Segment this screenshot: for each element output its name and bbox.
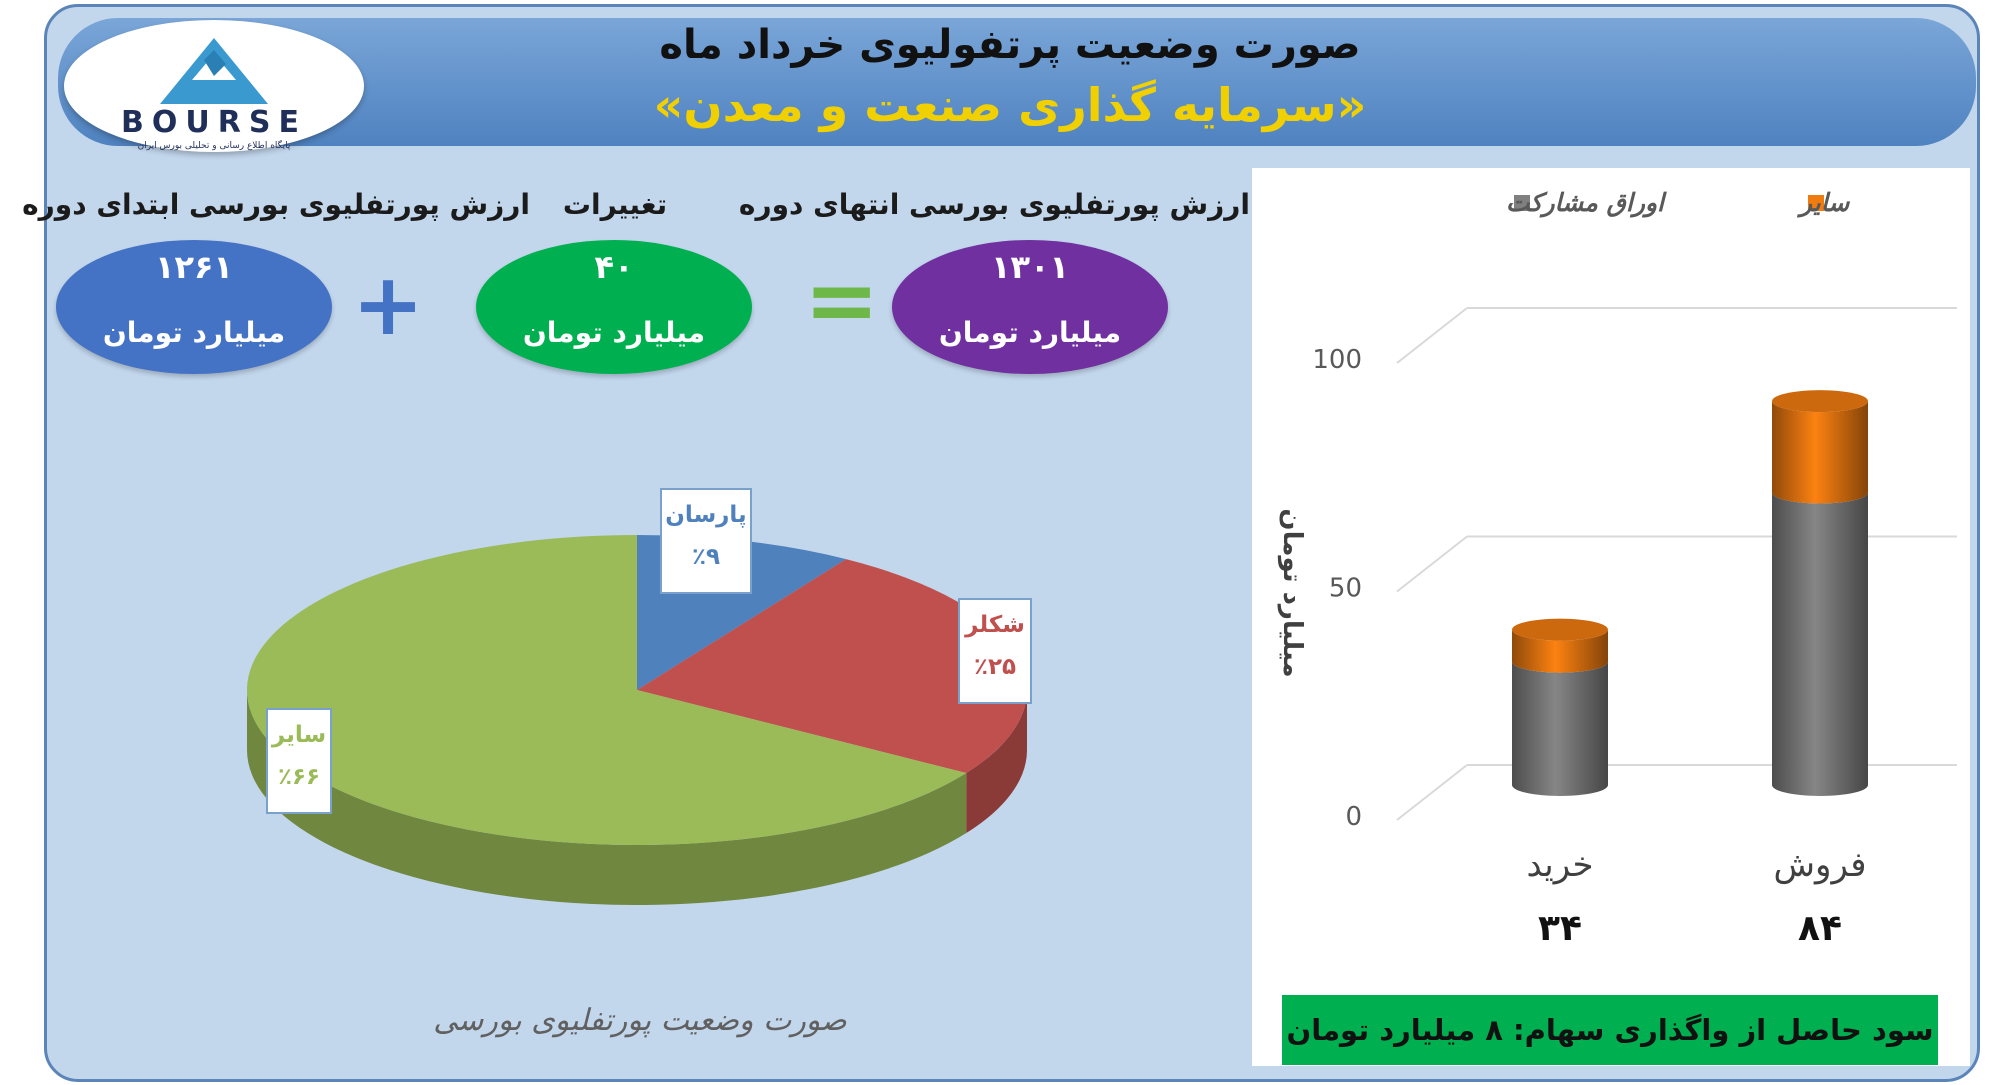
pie-slice [247,535,967,845]
start-value-oval: ۱۲۶۱ میلیارد تومان [56,240,332,374]
plus-sign: + [352,255,425,355]
start-value-label: ارزش پورتفلیوی بورسی ابتدای دوره [22,188,530,221]
gridline-diag [1396,535,1468,593]
end-value: ۱۳۰۱ [990,248,1070,286]
bar-cap [1772,390,1868,413]
bar-segment [1772,492,1868,796]
start-value-unit: میلیارد تومان [102,316,286,349]
x-category-label: فروش [1774,845,1867,885]
bar-segment [1772,401,1868,504]
logo-text: BOURSE [121,105,307,140]
page-title: صورت وضعیت پرتفولیوی خرداد ماه [659,22,1361,68]
legend-swatch [1808,195,1824,211]
change-oval: ۴۰ میلیارد تومان [476,240,752,374]
x-category-label: خرید [1526,845,1593,885]
legend-label: اوراق مشارکت [1506,188,1667,218]
change-label: تغییرات [562,188,668,221]
y-axis-label: میلیارد تومان [1277,508,1307,677]
pie-label-name: شکلر [965,612,1025,638]
pie-label-name: سایر [271,722,327,748]
equals-sign: = [804,248,880,353]
logo-tagline: پایگاه اطلاع رسانی و تحلیلی بورس ایران [138,139,291,151]
bar-cap [1512,618,1608,641]
pie-label-percent: ٪۶۶ [277,764,321,790]
end-value-oval: ۱۳۰۱ میلیارد تومان [892,240,1168,374]
pie-label-percent: ٪۲۵ [973,654,1017,680]
y-tick-label: 50 [1329,574,1362,604]
y-tick-label: 100 [1312,345,1362,375]
page-subtitle: «سرمایه گذاری صنعت و معدن» [653,78,1367,132]
pie-label-other: سایر ٪۶۶ [266,708,332,814]
change-value: ۴۰ [594,248,634,286]
logo-mark: BOURSE پایگاه اطلاع رسانی و تحلیلی بورس … [121,38,307,151]
pie-label-name: پارسان [665,502,747,528]
pie-label-shekar: شکلر ٪۲۵ [958,598,1032,704]
profit-banner: سود حاصل از واگذاری سهام: ۸ میلیارد توما… [1282,995,1938,1065]
bar-segment [1512,661,1608,796]
legend-label: سایر [1796,188,1850,218]
end-value-label: ارزش پورتفلیوی بورسی انتهای دوره [738,188,1250,221]
y-tick-label: 0 [1345,802,1362,832]
bar-total-label: ۸۴ [1798,908,1842,949]
pie-slice [637,559,1027,774]
header-bar [58,18,1976,146]
gridline-diag [1396,307,1468,364]
end-value-unit: میلیارد تومان [938,316,1122,349]
bar-segment [1512,629,1608,673]
pie-label-percent: ٪۹ [691,544,721,570]
start-value: ۱۲۶۱ [154,248,234,286]
bar-chart: 0 50 100 میلیارد تومان اوراق مشارکت سایر خرید ۳… [1277,188,1957,949]
pie-caption: صورت وضعیت پورتفلیوی بورسی [433,1003,847,1038]
legend-swatch [1514,195,1530,211]
gridline-diag [1396,764,1468,821]
pie-side [247,690,967,905]
pie-label-parsan: پارسان ٪۹ [660,488,752,594]
pie-side [966,690,1027,834]
change-unit: میلیارد تومان [522,316,706,349]
bar-total-label: ۳۴ [1538,908,1582,949]
bourse-logo: BOURSE پایگاه اطلاع رسانی و تحلیلی بورس … [64,20,364,152]
